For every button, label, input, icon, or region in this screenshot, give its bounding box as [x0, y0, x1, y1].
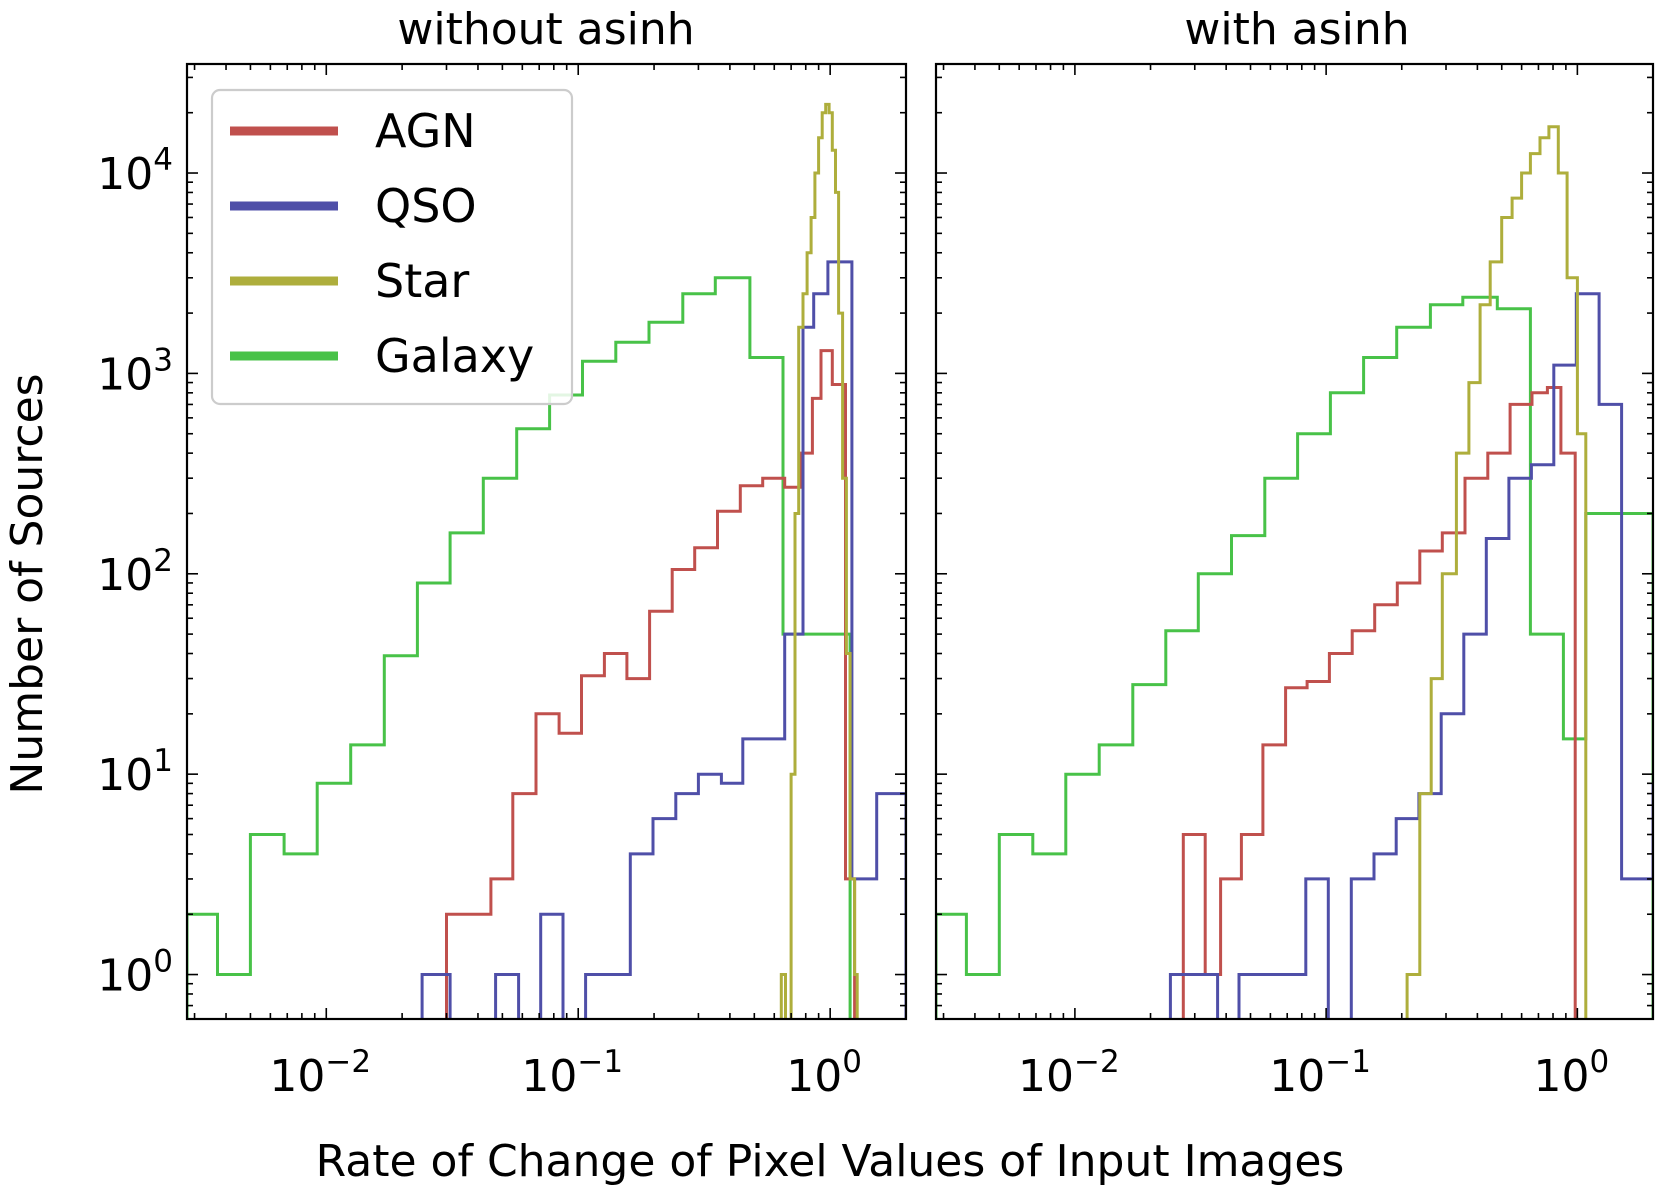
x-tick-label: 10−1	[1269, 1044, 1371, 1102]
panel-without-asinh: 10−2 10−1 100 100 101 102 103 104	[97, 62, 908, 1102]
x-tick-label: 10−2	[1018, 1044, 1120, 1102]
legend-label-galaxy: Galaxy	[375, 329, 534, 383]
legend: AGN QSO Star Galaxy	[210, 88, 574, 406]
series-agn-line	[1181, 386, 1577, 1019]
y-tick-label: 101	[97, 743, 173, 801]
x-tick-label: 10−2	[269, 1044, 371, 1102]
y-axis-label: Number of Sources	[2, 373, 53, 794]
series-group	[187, 102, 906, 1019]
series-qso-line	[420, 260, 906, 1019]
legend-box	[210, 88, 574, 406]
panel-right-title: with asinh	[1184, 4, 1409, 55]
y-tick-label: 103	[97, 342, 173, 400]
legend-label-qso: QSO	[375, 179, 477, 233]
series-group	[936, 125, 1653, 1019]
series-galaxy-line	[936, 295, 1653, 1019]
y-tick-label: 104	[97, 142, 173, 200]
x-axis-label: Rate of Change of Pixel Values of Input …	[316, 1136, 1345, 1187]
axes-frame	[934, 62, 1655, 1021]
legend-label-agn: AGN	[375, 104, 476, 158]
y-tick-label: 102	[97, 543, 173, 601]
series-star-line	[779, 102, 859, 1019]
x-tick-label: 10−1	[521, 1044, 623, 1102]
series-agn-line	[445, 349, 857, 1019]
axes-frame	[185, 62, 908, 1021]
x-tick-label: 100	[786, 1044, 862, 1102]
y-tick-label: 100	[97, 944, 173, 1002]
legend-label-star: Star	[375, 254, 469, 308]
series-galaxy-line	[187, 276, 852, 1019]
panel-with-asinh: 10−2 10−1 100	[934, 62, 1655, 1102]
x-tick-label: 100	[1534, 1044, 1610, 1102]
panel-left-title: without asinh	[397, 4, 694, 55]
series-qso-line	[1168, 292, 1653, 1019]
series-star-line	[1405, 125, 1588, 1019]
